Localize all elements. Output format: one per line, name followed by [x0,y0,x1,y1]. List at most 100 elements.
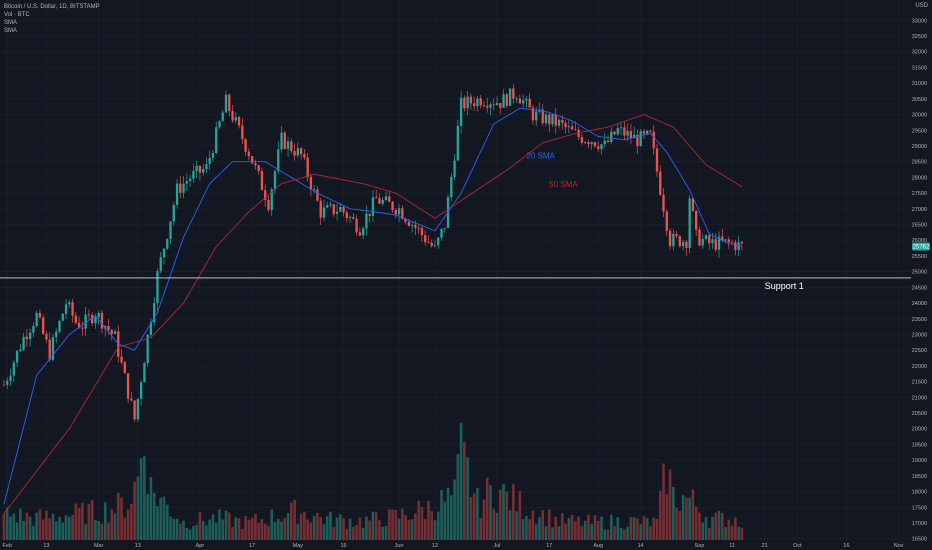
candle-body [280,132,283,150]
volume-bars [2,422,744,540]
candle-body [440,228,443,238]
candle-body [74,315,77,323]
volume-bar [94,519,97,540]
volume-bar [476,487,479,540]
candle-body [215,127,218,154]
volume-bar [410,519,414,540]
volume-bar [472,493,476,540]
volume-bar [116,492,120,540]
symbol-title[interactable]: Bitcoin / U.S. Dollar, 1D, BITSTAMP [4,4,100,10]
candle-body [241,125,244,140]
candle-body [384,196,388,201]
price-tick-label: 24000 [912,301,927,307]
volume-bar [541,510,545,540]
price-axis[interactable]: 16500 17000 17500 18000 18500 19000 19500 20000… [912,18,927,542]
candle-body [476,98,479,107]
volume-bar [636,518,639,540]
volume-bar [19,508,22,540]
time-axis[interactable]: Feb 13 Mar 13 Apr 17 May 15 Jun 12 Jul 17 Aug 14 Sep 11… [3,543,904,549]
candle-body [286,141,290,149]
price-tick-label: 23000 [912,332,927,338]
candle-body [6,380,9,385]
candle-body [267,199,270,210]
candle-body [335,211,339,214]
candle-body [453,160,456,177]
volume-bar [322,524,326,540]
candle-body [410,224,414,226]
volume-bar [188,529,192,540]
candle-body [512,88,515,99]
candle-body [273,171,277,190]
candle-body [172,205,175,222]
volume-bar [600,516,603,540]
volume-bar [495,512,499,540]
price-tick-label: 27000 [912,207,927,213]
volume-bar [146,494,149,540]
volume-bar [64,515,68,540]
volume-bar [698,512,701,540]
candle-body [561,119,564,123]
candle-body [71,302,74,316]
candle-body [414,224,417,228]
volume-bar [479,517,482,540]
candle-body [734,242,737,251]
volume-indicator-label[interactable]: Vol · BTC [4,12,30,18]
volume-bar [309,522,313,540]
volume-bar [547,509,551,540]
time-tick-label: 14 [638,543,644,549]
volume-bar [58,516,61,540]
candle-body [668,230,672,247]
candle-body [293,151,296,156]
candle-body [567,126,570,128]
price-tick-label: 32000 [912,50,927,56]
volume-bar [205,525,208,540]
candle-body [352,217,355,219]
volume-bar [453,479,456,540]
volume-bar [51,513,55,540]
candle-body [482,105,486,107]
volume-bar [241,528,244,540]
candle-body [535,111,538,121]
volume-bar [632,517,636,540]
volume-bar [404,515,407,540]
candle-body [130,398,133,401]
candle-body [463,97,466,109]
volume-bar [214,522,218,540]
volume-bar [433,520,437,540]
volume-bar [231,527,234,540]
candle-body [450,176,453,198]
candle-body [681,241,685,247]
candle-body [502,94,505,108]
volume-bar [655,518,659,540]
candle-body [329,204,332,206]
last-price-tag [912,242,930,251]
sma-indicator-label-2[interactable]: SMA [4,28,18,34]
time-tick-label: 21 [762,543,768,549]
candle-body [68,302,71,305]
candle-body [469,96,473,104]
volume-bar [2,513,6,540]
candle-body [51,337,55,360]
candle-body [237,117,241,126]
candle-body [655,148,659,172]
volume-bar [41,519,45,540]
time-tick-label: 12 [432,543,438,549]
volume-bar [580,526,584,540]
candle-body [433,245,437,247]
volume-bar [201,521,205,540]
time-tick-label: 13 [135,543,141,549]
candle-body [371,197,375,216]
time-tick-label: 17 [249,543,255,549]
candle-body [348,217,352,219]
volume-bar [528,518,531,540]
candle-body [600,144,603,150]
volume-bar [466,457,469,540]
sma20-label: 20 SMA [526,152,555,161]
sma-indicator-label[interactable]: SMA [4,20,18,26]
volume-bar [365,516,368,540]
volume-bar [616,517,620,540]
candle-body [19,349,22,351]
volume-bar [590,523,593,540]
volume-bar [74,503,78,540]
